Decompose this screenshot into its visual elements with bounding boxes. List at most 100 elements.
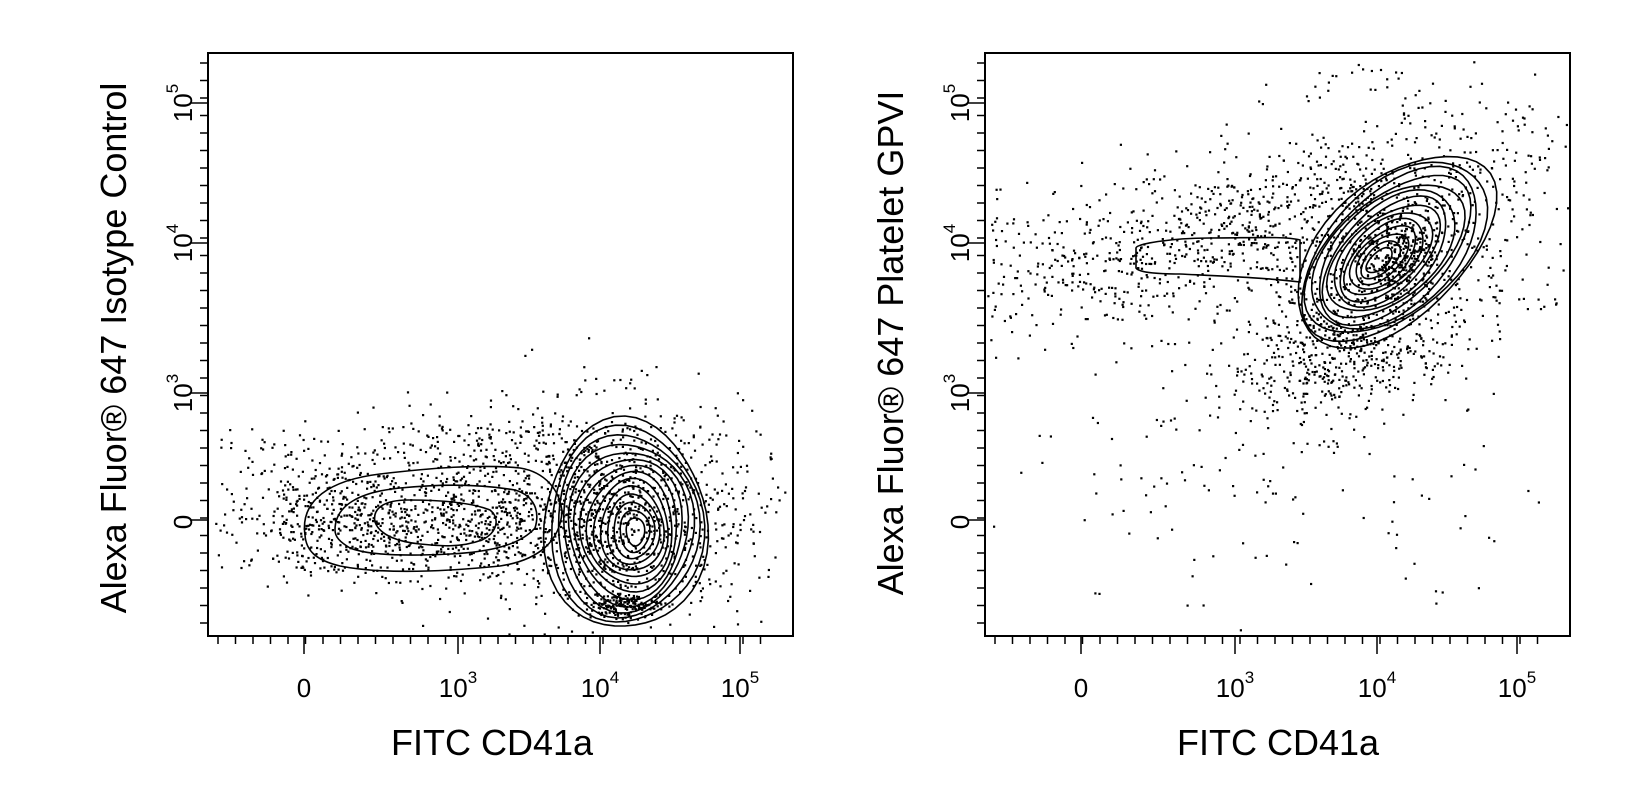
event-dot: [331, 539, 333, 541]
event-dot: [1257, 248, 1259, 250]
event-dot: [619, 502, 621, 504]
event-dot: [1081, 162, 1083, 164]
event-dot: [1110, 237, 1112, 239]
event-dot: [1405, 578, 1407, 580]
event-dot: [1373, 148, 1375, 150]
event-dot: [1315, 245, 1317, 247]
event-dot: [1339, 187, 1341, 189]
event-dot: [1074, 252, 1076, 254]
event-dot: [443, 509, 445, 511]
event-dot: [536, 544, 538, 546]
event-dot: [1530, 155, 1532, 157]
event-dot: [620, 584, 622, 586]
event-dot: [1566, 124, 1568, 126]
event-dot: [1310, 362, 1312, 364]
event-dot: [505, 450, 507, 452]
event-dot: [1059, 221, 1061, 223]
event-dot: [1370, 365, 1372, 367]
event-dot: [1540, 308, 1542, 310]
event-dot: [525, 502, 527, 504]
event-dot: [704, 464, 706, 466]
event-dot: [1072, 347, 1074, 349]
event-dot: [1339, 350, 1341, 352]
event-dot: [1098, 593, 1100, 595]
event-dot: [1207, 188, 1209, 190]
event-dot: [297, 500, 299, 502]
event-dot: [1376, 125, 1378, 127]
event-dot: [1368, 400, 1370, 402]
event-dot: [1364, 297, 1366, 299]
event-dot: [357, 452, 359, 454]
event-dot: [498, 484, 500, 486]
event-dot: [1407, 154, 1409, 156]
event-dot: [525, 530, 527, 532]
event-dot: [1413, 563, 1415, 565]
event-dot: [346, 515, 348, 517]
event-dot: [1333, 452, 1335, 454]
event-dot: [715, 528, 717, 530]
event-dot: [420, 478, 422, 480]
event-dot: [1193, 559, 1195, 561]
event-dot: [524, 355, 526, 357]
event-dot: [285, 523, 287, 525]
event-dot: [590, 447, 592, 449]
event-dot: [421, 588, 423, 590]
event-dot: [1043, 276, 1045, 278]
event-dot: [1292, 360, 1294, 362]
event-dot: [505, 508, 507, 510]
event-dot: [483, 545, 485, 547]
event-dot: [1153, 486, 1155, 488]
event-dot: [688, 540, 690, 542]
event-dot: [709, 583, 711, 585]
event-dot: [1127, 291, 1129, 293]
event-dot: [1318, 164, 1320, 166]
event-dot: [230, 447, 232, 449]
event-dot: [1328, 379, 1330, 381]
event-dot: [378, 475, 380, 477]
event-dot: [492, 507, 494, 509]
event-dot: [498, 550, 500, 552]
event-dot: [493, 535, 495, 537]
event-dot: [1225, 457, 1227, 459]
event-dot: [233, 501, 235, 503]
event-dot: [607, 553, 609, 555]
event-dot: [1506, 239, 1508, 241]
event-dot: [1393, 182, 1395, 184]
event-dot: [384, 477, 386, 479]
event-dot: [548, 510, 550, 512]
event-dot: [1414, 258, 1416, 260]
event-dot: [1381, 409, 1383, 411]
event-dot: [382, 518, 384, 520]
event-dot: [1332, 358, 1334, 360]
event-dot: [595, 573, 597, 575]
event-dot: [283, 494, 285, 496]
event-dot: [1178, 249, 1180, 251]
event-dot: [499, 583, 501, 585]
event-dot: [1336, 277, 1338, 279]
event-dot: [1514, 160, 1516, 162]
event-dot: [1257, 210, 1259, 212]
event-dot: [492, 429, 494, 431]
event-dot: [1414, 141, 1416, 143]
event-dot: [1057, 281, 1059, 283]
event-dot: [1299, 332, 1301, 334]
event-dot: [1138, 286, 1140, 288]
event-dot: [1051, 276, 1053, 278]
event-dot: [1370, 89, 1372, 91]
event-dot: [1427, 244, 1429, 246]
event-dot: [1325, 330, 1327, 332]
event-dot: [1386, 362, 1388, 364]
event-dot: [389, 457, 391, 459]
event-dot: [1044, 290, 1046, 292]
event-dot: [1005, 240, 1007, 242]
event-dot: [1089, 206, 1091, 208]
event-dot: [1366, 154, 1368, 156]
event-dot: [354, 537, 356, 539]
event-dot: [1002, 284, 1004, 286]
event-dot: [1232, 232, 1234, 234]
event-dot: [1156, 295, 1158, 297]
event-dot: [1314, 198, 1316, 200]
event-dot: [673, 421, 675, 423]
event-dot: [1388, 391, 1390, 393]
event-dot: [1453, 307, 1455, 309]
